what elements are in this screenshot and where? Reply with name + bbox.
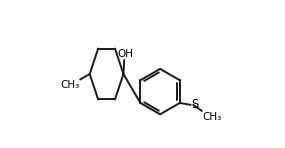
Text: OH: OH xyxy=(117,49,133,59)
Text: S: S xyxy=(191,98,199,111)
Text: CH₃: CH₃ xyxy=(202,112,221,122)
Text: CH₃: CH₃ xyxy=(60,80,80,90)
